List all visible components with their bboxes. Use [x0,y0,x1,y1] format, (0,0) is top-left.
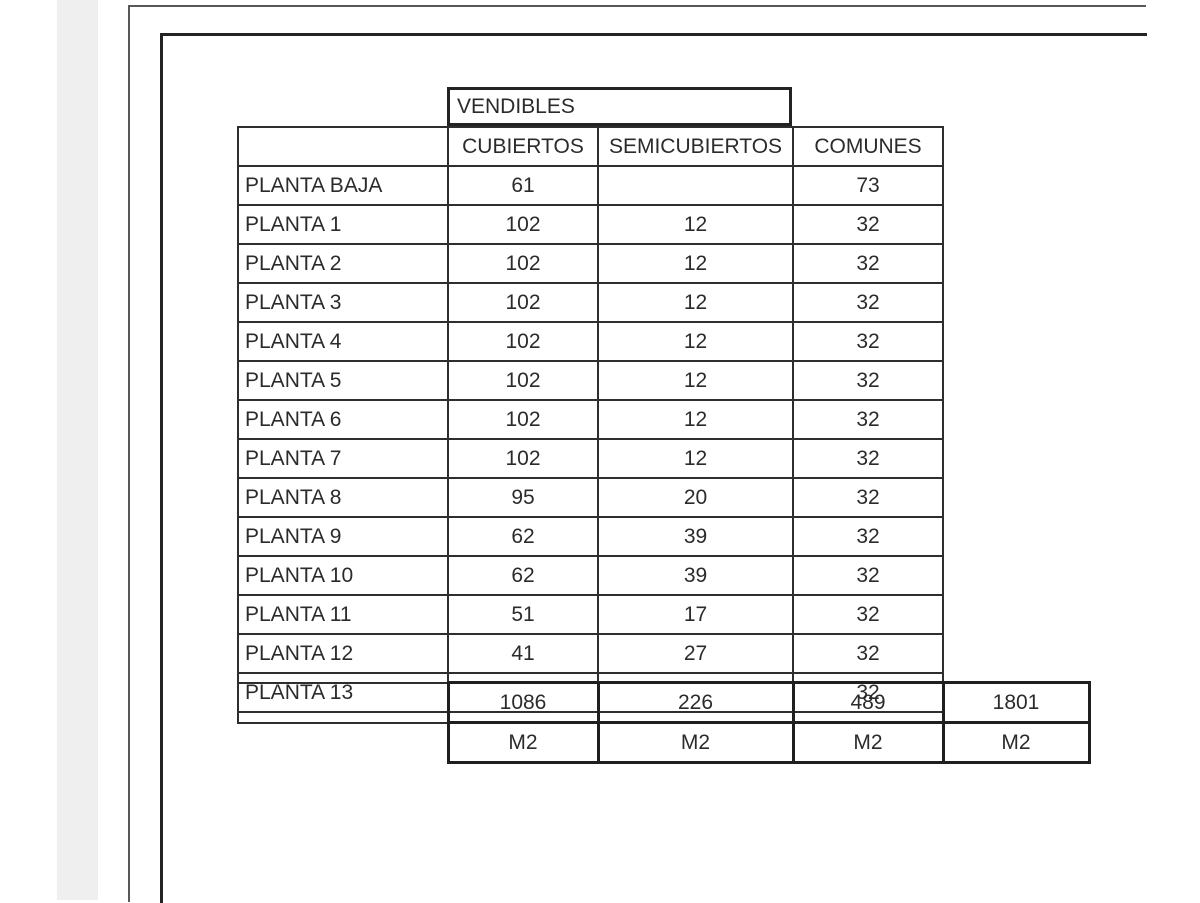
comunes-value: 32 [792,555,944,596]
row-label: PLANTA 5 [237,360,449,401]
semicubiertos-value: 12 [597,438,794,479]
page-margin-strip [57,0,98,900]
totals-row: 1086 226 489 1801 [237,681,1091,724]
table-row: PLANTA 9 62 39 32 [237,516,944,557]
units-cubiertos: M2 [446,721,600,764]
cubiertos-value: 95 [447,477,599,518]
semicubiertos-value [597,165,794,206]
row-label: PLANTA 2 [237,243,449,284]
semicubiertos-value: 12 [597,399,794,440]
cubiertos-value: 102 [447,204,599,245]
row-label: PLANTA 1 [237,204,449,245]
table-row: PLANTA 3 102 12 32 [237,282,944,323]
row-label: PLANTA 8 [237,477,449,518]
row-label: PLANTA BAJA [237,165,449,206]
table-row: PLANTA 8 95 20 32 [237,477,944,518]
cubiertos-value: 102 [447,282,599,323]
corner-cell [237,126,449,167]
areas-table: CUBIERTOS SEMICUBIERTOS COMUNES PLANTA B… [237,126,944,713]
table-row: PLANTA 12 41 27 32 [237,633,944,674]
semicubiertos-value: 12 [597,360,794,401]
semicubiertos-value: 39 [597,555,794,596]
row-label: PLANTA 3 [237,282,449,323]
comunes-value: 32 [792,594,944,635]
semicubiertos-value: 20 [597,477,794,518]
comunes-value: 32 [792,321,944,362]
cubiertos-value: 102 [447,438,599,479]
cubiertos-value: 62 [447,516,599,557]
cubiertos-value: 41 [447,633,599,674]
total-semicubiertos: 226 [596,681,795,724]
table-row: PLANTA 5 102 12 32 [237,360,944,401]
column-header-semicubiertos: SEMICUBIERTOS [597,126,794,167]
units-comunes: M2 [791,721,945,764]
grand-total: 1801 [941,681,1091,724]
row-label: PLANTA 10 [237,555,449,596]
semicubiertos-value: 12 [597,321,794,362]
semicubiertos-value: 27 [597,633,794,674]
comunes-value: 73 [792,165,944,206]
vendibles-label: VENDIBLES [457,94,575,118]
cubiertos-value: 102 [447,360,599,401]
totals-label-cell [237,681,449,724]
outer-border-frame [128,5,1146,902]
table-row: PLANTA 4 102 12 32 [237,321,944,362]
row-label: PLANTA 7 [237,438,449,479]
row-label: PLANTA 9 [237,516,449,557]
comunes-value: 32 [792,360,944,401]
column-header-comunes: COMUNES [792,126,944,167]
table-row: PLANTA 1 102 12 32 [237,204,944,245]
semicubiertos-value: 12 [597,204,794,245]
table-row: PLANTA 7 102 12 32 [237,438,944,479]
cubiertos-value: 102 [447,399,599,440]
totals-table: 1086 226 489 1801 M2 M2 M2 M2 [237,681,1091,764]
table-row: PLANTA 6 102 12 32 [237,399,944,440]
cubiertos-value: 61 [447,165,599,206]
table-row: PLANTA BAJA 61 73 [237,165,944,206]
units-total: M2 [941,721,1091,764]
comunes-value: 32 [792,516,944,557]
units-spacer-cell [238,723,448,763]
table-row: PLANTA 10 62 39 32 [237,555,944,596]
cubiertos-value: 62 [447,555,599,596]
semicubiertos-value: 12 [597,282,794,323]
comunes-value: 32 [792,477,944,518]
semicubiertos-value: 39 [597,516,794,557]
column-header-cubiertos: CUBIERTOS [447,126,599,167]
cubiertos-value: 51 [447,594,599,635]
comunes-value: 32 [792,204,944,245]
comunes-value: 32 [792,282,944,323]
column-header-row: CUBIERTOS SEMICUBIERTOS COMUNES [237,126,944,167]
comunes-value: 32 [792,243,944,284]
table-row: PLANTA 11 51 17 32 [237,594,944,635]
total-comunes: 489 [791,681,945,724]
semicubiertos-value: 17 [597,594,794,635]
semicubiertos-value: 12 [597,243,794,284]
cubiertos-value: 102 [447,321,599,362]
total-cubiertos: 1086 [446,681,600,724]
row-label: PLANTA 4 [237,321,449,362]
row-label: PLANTA 6 [237,399,449,440]
vendibles-header-box: VENDIBLES [447,87,792,126]
row-label: PLANTA 11 [237,594,449,635]
inner-border-frame [160,33,1147,903]
row-label: PLANTA 12 [237,633,449,674]
cubiertos-value: 102 [447,243,599,284]
comunes-value: 32 [792,633,944,674]
units-row: M2 M2 M2 M2 [238,721,1091,764]
table-row: PLANTA 2 102 12 32 [237,243,944,284]
comunes-value: 32 [792,438,944,479]
comunes-value: 32 [792,399,944,440]
units-semicubiertos: M2 [596,721,795,764]
